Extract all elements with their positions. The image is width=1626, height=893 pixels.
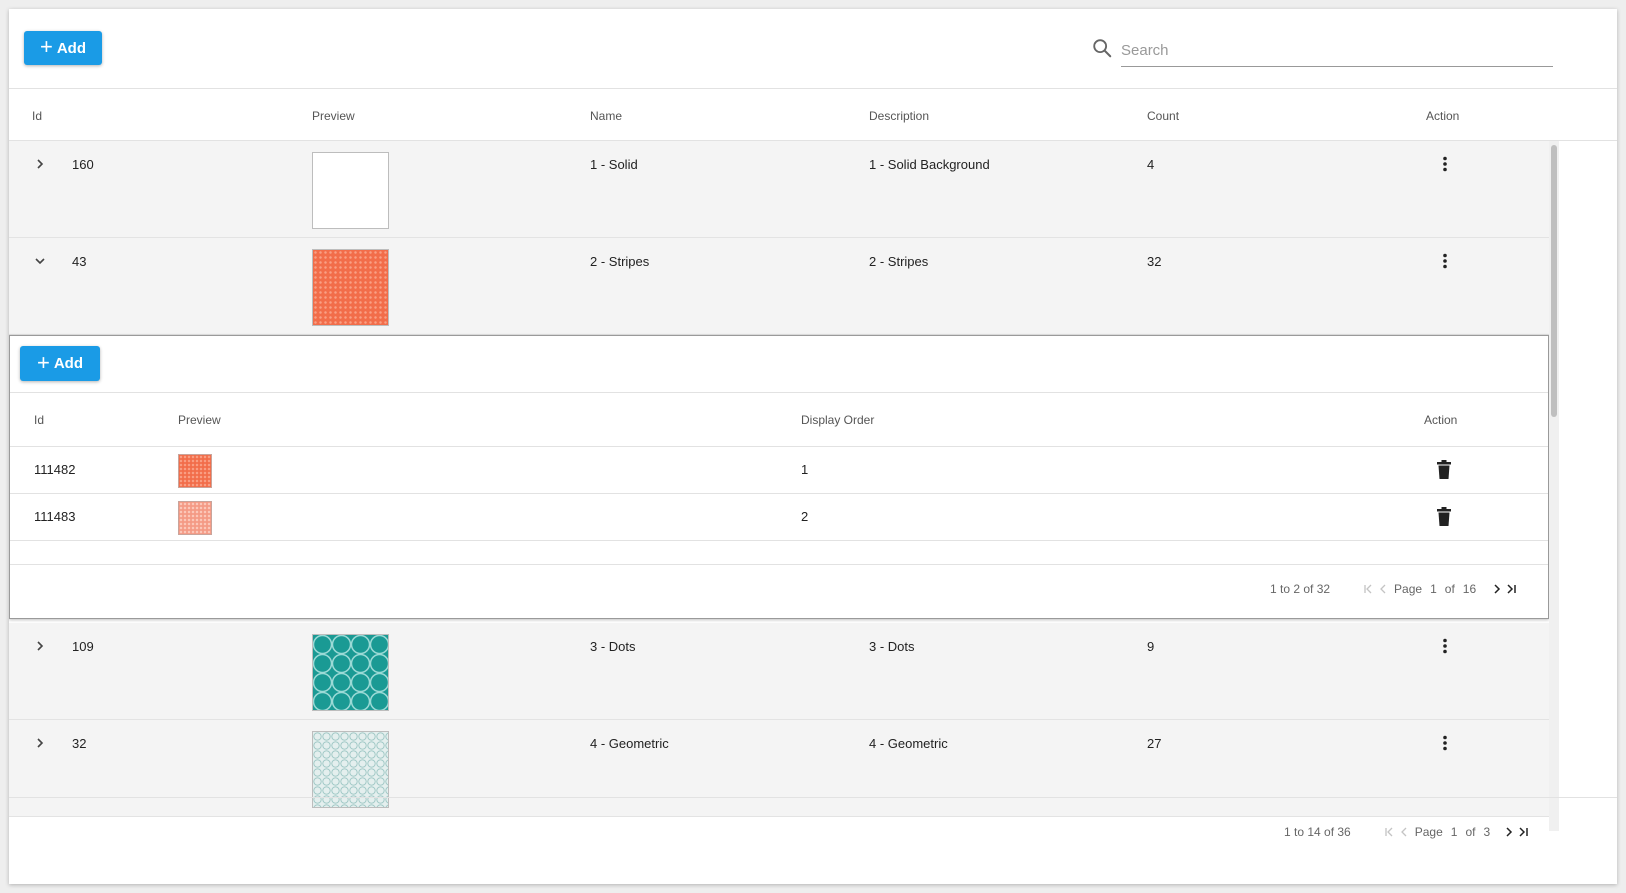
- detail-row-id: 111482: [34, 462, 76, 477]
- scrollbar-thumb[interactable]: [1551, 145, 1557, 417]
- delete-icon[interactable]: [1436, 507, 1452, 527]
- column-header-description[interactable]: Description: [869, 109, 930, 123]
- prev-page-icon[interactable]: [1397, 825, 1411, 839]
- table-row[interactable]: 160 1 - Solid 1 - Solid Background 4: [9, 141, 1549, 238]
- add-button[interactable]: + Add: [24, 31, 102, 65]
- more-vert-icon[interactable]: [1436, 155, 1454, 173]
- column-header-name[interactable]: Name: [590, 109, 623, 123]
- detail-pager-total: 16: [1462, 582, 1477, 596]
- detail-add-button-label: Add: [53, 355, 84, 372]
- column-header-id[interactable]: Id: [32, 109, 43, 123]
- row-id: 43: [72, 254, 87, 269]
- more-vert-icon[interactable]: [1436, 637, 1454, 655]
- table-body: 160 1 - Solid 1 - Solid Background 4 43 …: [9, 141, 1617, 831]
- last-page-icon[interactable]: [1504, 582, 1518, 596]
- column-header-count[interactable]: Count: [1147, 109, 1180, 123]
- row-name: 3 - Dots: [590, 639, 636, 654]
- preview-thumbnail: [312, 731, 389, 808]
- table-row[interactable]: 32 4 - Geometric 4 - Geometric 27: [9, 720, 1549, 817]
- row-name: 4 - Geometric: [590, 736, 669, 751]
- detail-pager-summary: 1 to 2 of 32: [1270, 582, 1331, 596]
- first-page-icon[interactable]: [1362, 582, 1376, 596]
- detail-table-header: Id Preview Display Order Action: [10, 393, 1548, 447]
- search-box: [1093, 35, 1553, 67]
- chevron-down-icon[interactable]: [31, 252, 49, 270]
- detail-table-row[interactable]: 111482 1: [10, 447, 1548, 494]
- row-count: 4: [1147, 157, 1155, 172]
- detail-preview-thumbnail: [178, 454, 212, 488]
- detail-table-row[interactable]: 111483 2: [10, 494, 1548, 541]
- column-header-preview[interactable]: Preview: [312, 109, 355, 123]
- search-icon[interactable]: [1091, 37, 1113, 59]
- row-id: 109: [72, 639, 94, 654]
- detail-column-header-id[interactable]: Id: [34, 413, 45, 427]
- detail-pager-of-label: of: [1444, 582, 1455, 596]
- preview-thumbnail: [312, 152, 389, 229]
- detail-preview-thumbnail: [178, 501, 212, 535]
- vertical-scrollbar[interactable]: [1549, 141, 1559, 831]
- chevron-right-icon[interactable]: [31, 734, 49, 752]
- table-row[interactable]: 43 2 - Stripes 2 - Stripes 32: [9, 238, 1549, 335]
- row-count: 32: [1147, 254, 1162, 269]
- detail-panel: + Add Id Preview Display Order Action 11…: [9, 335, 1549, 619]
- detail-column-header-action: Action: [1424, 413, 1458, 427]
- add-button-label: Add: [56, 39, 87, 57]
- next-page-icon[interactable]: [1502, 825, 1516, 839]
- preview-thumbnail: [312, 634, 389, 711]
- row-description: 3 - Dots: [869, 639, 915, 654]
- top-toolbar: + Add: [9, 9, 1617, 89]
- detail-row-id: 111483: [34, 509, 76, 524]
- plus-icon: +: [36, 349, 50, 375]
- detail-pager-page-label: Page: [1394, 582, 1423, 596]
- chevron-right-icon[interactable]: [31, 637, 49, 655]
- main-panel: + Add Id Preview Name Description Count …: [9, 9, 1617, 884]
- detail-row-display-order: 2: [801, 509, 809, 524]
- pager-page-label: Page: [1414, 825, 1443, 839]
- table-header: Id Preview Name Description Count Action: [9, 89, 1617, 141]
- detail-column-header-preview[interactable]: Preview: [178, 413, 221, 427]
- more-vert-icon[interactable]: [1436, 734, 1454, 752]
- row-id: 32: [72, 736, 87, 751]
- row-description: 2 - Stripes: [869, 254, 929, 269]
- search-input[interactable]: [1121, 35, 1553, 67]
- column-header-action: Action: [1426, 109, 1460, 123]
- last-page-icon[interactable]: [1516, 825, 1530, 839]
- plus-icon: +: [39, 34, 53, 59]
- prev-page-icon[interactable]: [1376, 582, 1390, 596]
- row-name: 2 - Stripes: [590, 254, 650, 269]
- row-id: 160: [72, 157, 94, 172]
- more-vert-icon[interactable]: [1436, 252, 1454, 270]
- table-row[interactable]: 109 3 - Dots 3 - Dots 9: [9, 623, 1549, 720]
- detail-empty-row: [10, 541, 1548, 565]
- detail-row-display-order: 1: [801, 462, 809, 477]
- delete-icon[interactable]: [1436, 460, 1452, 480]
- detail-add-button[interactable]: + Add: [20, 346, 100, 381]
- preview-thumbnail: [312, 249, 389, 326]
- pager-page: 1: [1450, 825, 1458, 839]
- row-name: 1 - Solid: [590, 157, 638, 172]
- pager-summary: 1 to 14 of 36: [1284, 825, 1351, 839]
- pager-total: 3: [1483, 825, 1491, 839]
- table-footer: 1 to 14 of 36 Page 1 of 3: [9, 797, 1617, 884]
- detail-pagination: 1 to 2 of 32 Page 1 of 16: [1270, 582, 1518, 596]
- row-count: 27: [1147, 736, 1162, 751]
- next-page-icon[interactable]: [1490, 582, 1504, 596]
- detail-column-header-display-order[interactable]: Display Order: [801, 413, 875, 427]
- detail-pager-page: 1: [1430, 582, 1437, 596]
- row-count: 9: [1147, 639, 1155, 654]
- detail-toolbar: + Add: [10, 336, 1548, 393]
- pagination: 1 to 14 of 36 Page 1 of 3: [1284, 825, 1530, 839]
- chevron-right-icon[interactable]: [31, 155, 49, 173]
- pager-of-label: of: [1465, 825, 1476, 839]
- first-page-icon[interactable]: [1383, 825, 1397, 839]
- row-description: 4 - Geometric: [869, 736, 948, 751]
- row-description: 1 - Solid Background: [869, 157, 990, 172]
